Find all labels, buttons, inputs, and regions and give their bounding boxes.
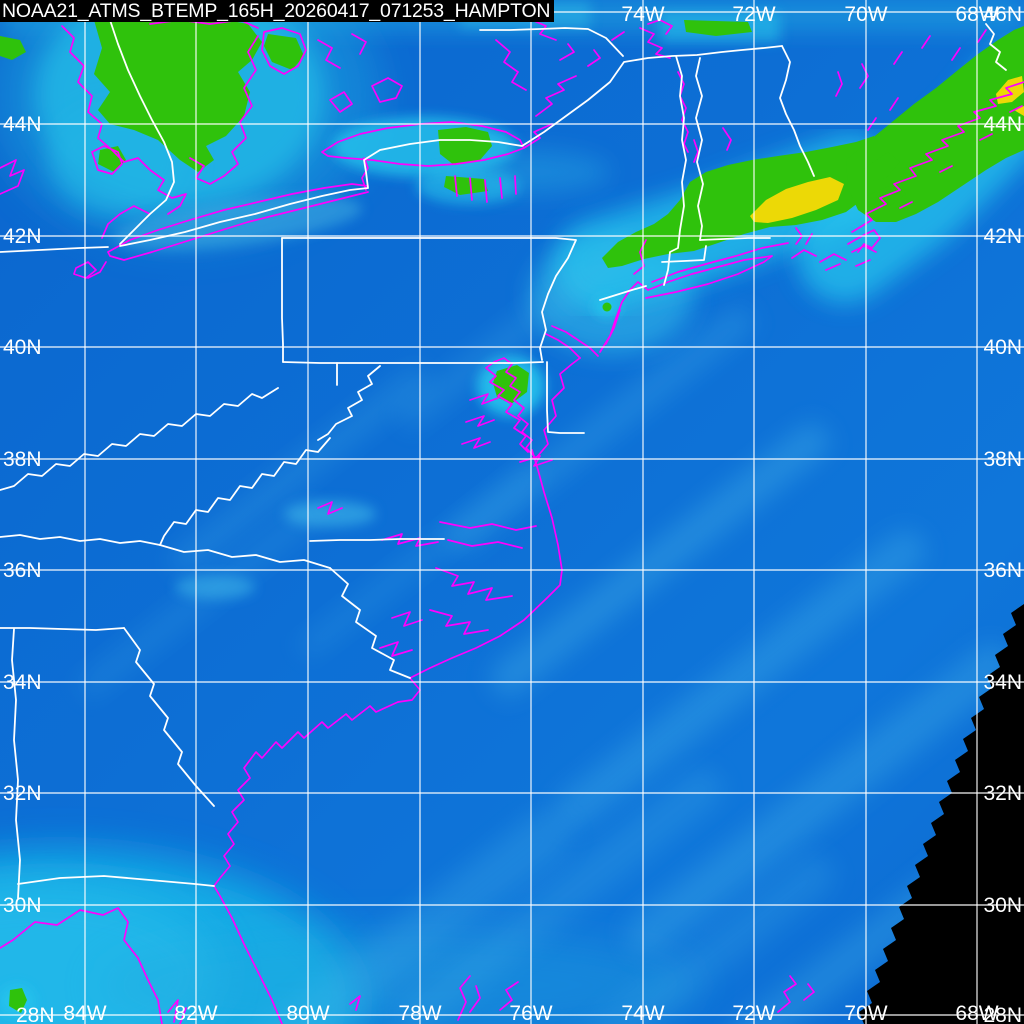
coastline-great-lakes-huron bbox=[61, 19, 259, 239]
grid-label-right-30N: 30N bbox=[983, 894, 1022, 917]
grid-label-top-74W: 74W bbox=[621, 3, 664, 26]
grid-label-right-46N: 46N bbox=[983, 3, 1022, 26]
grid-label-right-40N: 40N bbox=[983, 336, 1022, 359]
grid-label-top-68W: 68W bbox=[955, 3, 998, 26]
border-ga-fl bbox=[17, 875, 215, 887]
grid-label-bottom-78W: 78W bbox=[398, 1002, 441, 1024]
scan-streak bbox=[398, 769, 722, 1024]
grid-label-left-40N: 40N bbox=[3, 336, 42, 359]
border-ma-ct-ri bbox=[661, 245, 707, 263]
grid-label-bottom-72W: 72W bbox=[732, 1002, 775, 1024]
coastline-offshore-banks bbox=[349, 975, 815, 1021]
grid-label-right-34N: 34N bbox=[983, 671, 1022, 694]
border-ga-al bbox=[11, 628, 21, 899]
yellow-core-maine-tiny bbox=[1014, 106, 1024, 116]
grid-label-bottom-82W: 82W bbox=[174, 1002, 217, 1024]
border-nh-me bbox=[779, 45, 815, 177]
scan-streak bbox=[626, 643, 1014, 957]
coastline-finger-lakes bbox=[454, 175, 517, 203]
border-sc-ga-savannah bbox=[123, 627, 215, 807]
border-va-nc bbox=[309, 538, 445, 542]
border-pa-north-delaware-river bbox=[281, 237, 577, 361]
grid-label-right-44N: 44N bbox=[983, 113, 1022, 136]
coastlines bbox=[0, 19, 1024, 1024]
coastline-huron-north-bits bbox=[0, 27, 403, 195]
green-new-england-band bbox=[602, 136, 878, 268]
grid-label-left-28N: 28N bbox=[16, 1004, 55, 1024]
coastline-sc-ga bbox=[213, 701, 399, 887]
green-nj-dot bbox=[602, 302, 612, 312]
grid-label-right-36N: 36N bbox=[983, 559, 1022, 582]
scan-streak bbox=[526, 855, 834, 1024]
border-mi-oh bbox=[0, 246, 109, 253]
grid-label-left-30N: 30N bbox=[3, 894, 42, 917]
scan-streaks bbox=[79, 232, 1024, 1024]
border-pa-west bbox=[281, 237, 284, 363]
grid-label-left-38N: 38N bbox=[3, 448, 42, 471]
yellow-core-new-england bbox=[750, 177, 844, 223]
coastline-florida bbox=[0, 885, 283, 1024]
scan-streak bbox=[554, 530, 926, 830]
coastline-lake-erie bbox=[73, 183, 369, 279]
coastline-st-lawrence bbox=[495, 19, 673, 117]
scan-streak bbox=[171, 366, 429, 574]
grid-label-bottom-70W: 70W bbox=[844, 1002, 887, 1024]
coastline-lake-ontario bbox=[321, 121, 553, 191]
green-maine-detached-1 bbox=[862, 152, 900, 182]
border-delaware-box bbox=[546, 361, 585, 434]
state-borders bbox=[0, 19, 1007, 899]
grid-label-left-42N: 42N bbox=[3, 225, 42, 248]
coastline-chesapeake-bay bbox=[461, 357, 553, 467]
border-vt-nh bbox=[695, 57, 704, 241]
coastline-long-island-ct bbox=[633, 239, 789, 299]
green-lake-huron-blob bbox=[94, 14, 262, 172]
grid-label-right-28N: 28N bbox=[983, 1004, 1022, 1024]
scan-streak bbox=[490, 423, 830, 697]
border-nc-sc bbox=[329, 567, 411, 679]
border-ma-north bbox=[699, 237, 771, 241]
grid-label-right-32N: 32N bbox=[983, 782, 1022, 805]
green-top-center-patch bbox=[684, 20, 752, 36]
grid-label-bottom-84W: 84W bbox=[63, 1002, 106, 1024]
border-ny-vt-ct bbox=[663, 55, 687, 286]
coastline-nc-sounds bbox=[317, 501, 537, 657]
grid-label-right-38N: 38N bbox=[983, 448, 1022, 471]
green-patch-ne-of-huron bbox=[264, 34, 304, 70]
green-lake-ontario bbox=[438, 127, 492, 165]
green-left-edge-patch bbox=[0, 36, 26, 60]
grid-label-right-42N: 42N bbox=[983, 225, 1022, 248]
latlon-grid-labels: 84W82W80W78W76W76W74W74W72W72W70W70W68W6… bbox=[3, 3, 1022, 1024]
border-tn-nc bbox=[159, 544, 331, 569]
border-potomac bbox=[317, 365, 381, 441]
green-bottom-left-dot bbox=[9, 988, 27, 1013]
scan-streak bbox=[399, 232, 641, 428]
scan-streak bbox=[229, 811, 571, 1024]
grid-label-top-72W: 72W bbox=[732, 3, 775, 26]
grid-label-bottom-68W: 68W bbox=[955, 1002, 998, 1024]
grid-label-top-70W: 70W bbox=[844, 3, 887, 26]
border-ky-va bbox=[0, 534, 161, 546]
border-ohio-river bbox=[0, 387, 279, 491]
grid-label-left-36N: 36N bbox=[3, 559, 42, 582]
border-tn-ga-35n bbox=[0, 627, 125, 631]
border-us-canada-michigan bbox=[109, 19, 175, 245]
title-bar: NOAA21_ATMS_BTEMP_165H_20260417_071253_H… bbox=[0, 0, 555, 22]
grid-label-bottom-74W: 74W bbox=[621, 1002, 664, 1024]
coastline-nj-ny-harbor bbox=[545, 281, 649, 359]
grid-label-bottom-76W: 76W bbox=[509, 1002, 552, 1024]
title-text: NOAA21_ATMS_BTEMP_165H_20260417_071253_H… bbox=[2, 0, 551, 22]
grid-label-left-32N: 32N bbox=[3, 782, 42, 805]
grid-label-left-34N: 34N bbox=[3, 671, 42, 694]
border-mason-dixon bbox=[282, 361, 544, 364]
border-us-canada-lakes-stlawrence bbox=[119, 45, 783, 247]
coastline-delmarva bbox=[535, 357, 581, 459]
grid-label-left-44N: 44N bbox=[3, 113, 42, 136]
grid-label-bottom-80W: 80W bbox=[286, 1002, 329, 1024]
border-ny-nj bbox=[599, 285, 647, 301]
border-ontario-quebec bbox=[479, 27, 624, 57]
border-maine-new-brunswick bbox=[985, 23, 1007, 71]
no-data-swath-edge bbox=[859, 604, 1024, 1024]
